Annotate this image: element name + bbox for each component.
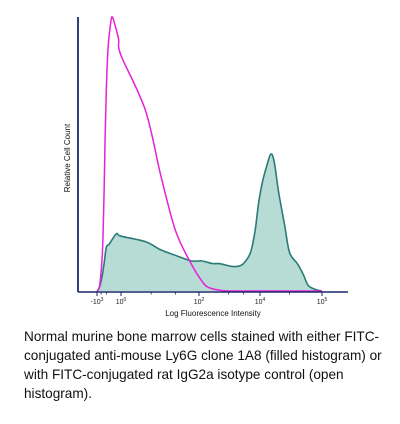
x-tick-label: 105 bbox=[317, 297, 328, 306]
plot-area bbox=[96, 16, 323, 292]
x-tick-label: -103 bbox=[91, 297, 104, 306]
x-tick-label: 100 bbox=[116, 297, 127, 306]
figure-caption: Normal murine bone marrow cells stained … bbox=[24, 329, 382, 401]
series-0-fill bbox=[97, 153, 322, 291]
x-tick-label: 104 bbox=[255, 297, 266, 306]
x-axis-label: Log Fluorescence Intensity bbox=[165, 309, 261, 318]
x-tick-label: 102 bbox=[194, 297, 205, 306]
series-1-line bbox=[96, 16, 322, 292]
series-0-outline bbox=[96, 153, 323, 292]
y-axis-label: Relative Cell Count bbox=[63, 123, 72, 192]
x-ticks: -103 100 102 104 105 bbox=[91, 292, 328, 306]
